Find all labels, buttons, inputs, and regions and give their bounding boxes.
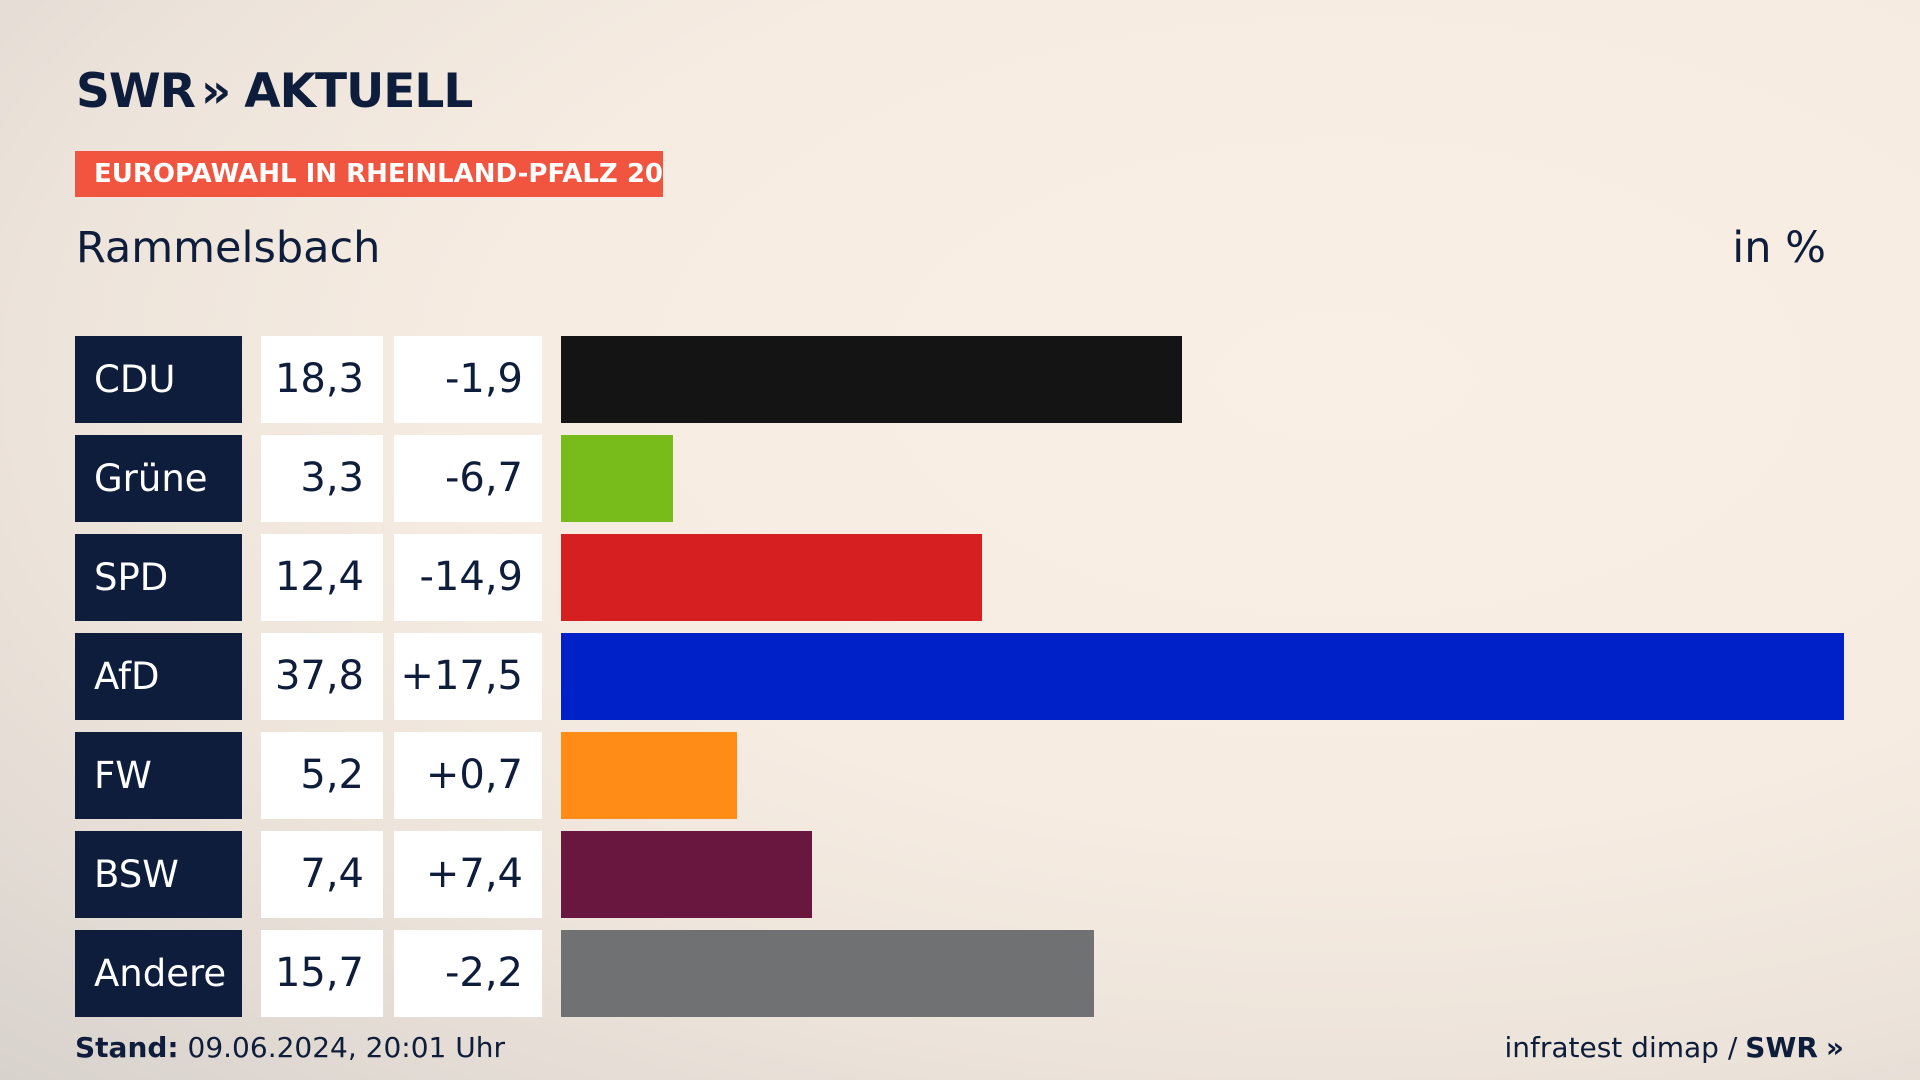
vote-share-value: 5,2 <box>261 732 383 819</box>
vote-share-value: 12,4 <box>261 534 383 621</box>
vote-share-value: 18,3 <box>261 336 383 423</box>
vote-change-value: +7,4 <box>394 831 542 918</box>
vote-share-value: 15,7 <box>261 930 383 1017</box>
chevron-right-icon: » <box>1825 1031 1844 1064</box>
source-brand: SWR <box>1745 1031 1818 1064</box>
source-text: infratest dimap / <box>1504 1031 1738 1064</box>
swr-aktuell-logo: SWR » AKTUELL <box>76 63 473 119</box>
logo-aktuell-text: AKTUELL <box>244 63 473 119</box>
result-bar <box>561 435 673 522</box>
vote-change-value: +0,7 <box>394 732 542 819</box>
vote-share-value: 37,8 <box>261 633 383 720</box>
timestamp: Stand: 09.06.2024, 20:01 Uhr <box>75 1028 505 1068</box>
result-bar <box>561 930 1094 1017</box>
vote-change-value: -2,2 <box>394 930 542 1017</box>
result-bar <box>561 534 982 621</box>
vote-share-value: 7,4 <box>261 831 383 918</box>
party-label: Andere <box>75 930 242 1017</box>
party-label: Grüne <box>75 435 242 522</box>
party-label: AfD <box>75 633 242 720</box>
result-bar <box>561 633 1844 720</box>
party-label: BSW <box>75 831 242 918</box>
vote-change-value: -1,9 <box>394 336 542 423</box>
party-label: CDU <box>75 336 242 423</box>
source-credit: infratest dimap / SWR » <box>1504 1028 1844 1068</box>
result-bar <box>561 336 1182 423</box>
logo-swr-text: SWR <box>76 63 196 119</box>
stand-value: 09.06.2024, 20:01 Uhr <box>187 1031 505 1064</box>
result-bar <box>561 831 812 918</box>
unit-label: in % <box>1732 223 1826 273</box>
party-label: FW <box>75 732 242 819</box>
vote-change-value: -6,7 <box>394 435 542 522</box>
result-bar <box>561 732 737 819</box>
chart-subtitle: Rammelsbach <box>76 223 381 273</box>
vote-change-value: +17,5 <box>394 633 542 720</box>
vote-share-value: 3,3 <box>261 435 383 522</box>
chevron-right-icon: » <box>200 63 231 119</box>
stand-label: Stand: <box>75 1031 179 1064</box>
election-banner: EUROPAWAHL IN RHEINLAND-PFALZ 2024 <box>75 151 663 197</box>
party-label: SPD <box>75 534 242 621</box>
vote-change-value: -14,9 <box>394 534 542 621</box>
